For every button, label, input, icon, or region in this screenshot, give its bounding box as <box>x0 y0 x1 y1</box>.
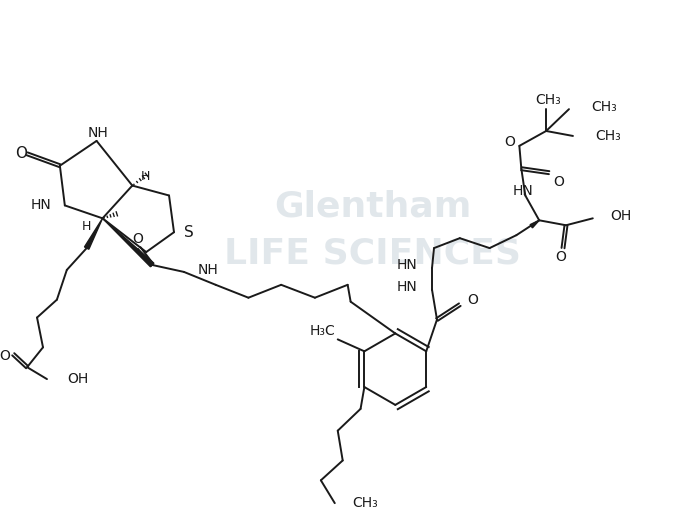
Text: O: O <box>15 146 27 161</box>
Text: H: H <box>141 170 150 183</box>
Text: CH₃: CH₃ <box>595 129 621 143</box>
Text: CH₃: CH₃ <box>591 100 617 114</box>
Text: O: O <box>505 135 515 149</box>
Polygon shape <box>84 218 102 249</box>
Text: O: O <box>555 250 567 264</box>
Polygon shape <box>530 220 539 228</box>
Text: NH: NH <box>198 263 219 277</box>
Text: CH₃: CH₃ <box>353 496 379 510</box>
Text: H₃C: H₃C <box>310 324 335 339</box>
Text: OH: OH <box>67 372 88 386</box>
Text: CH₃: CH₃ <box>535 93 561 107</box>
Text: NH: NH <box>87 126 108 140</box>
Text: S: S <box>184 225 193 240</box>
Text: HN: HN <box>397 258 417 272</box>
Text: O: O <box>468 293 479 307</box>
Text: HN: HN <box>30 199 51 212</box>
Text: O: O <box>0 349 10 363</box>
Text: OH: OH <box>610 210 632 223</box>
Polygon shape <box>102 218 154 267</box>
Text: O: O <box>553 175 564 189</box>
Text: HN: HN <box>397 280 417 294</box>
Text: HN: HN <box>512 184 533 198</box>
Text: H: H <box>82 220 92 233</box>
Text: Glentham
LIFE SCIENCES: Glentham LIFE SCIENCES <box>224 189 521 271</box>
Text: O: O <box>132 232 143 246</box>
